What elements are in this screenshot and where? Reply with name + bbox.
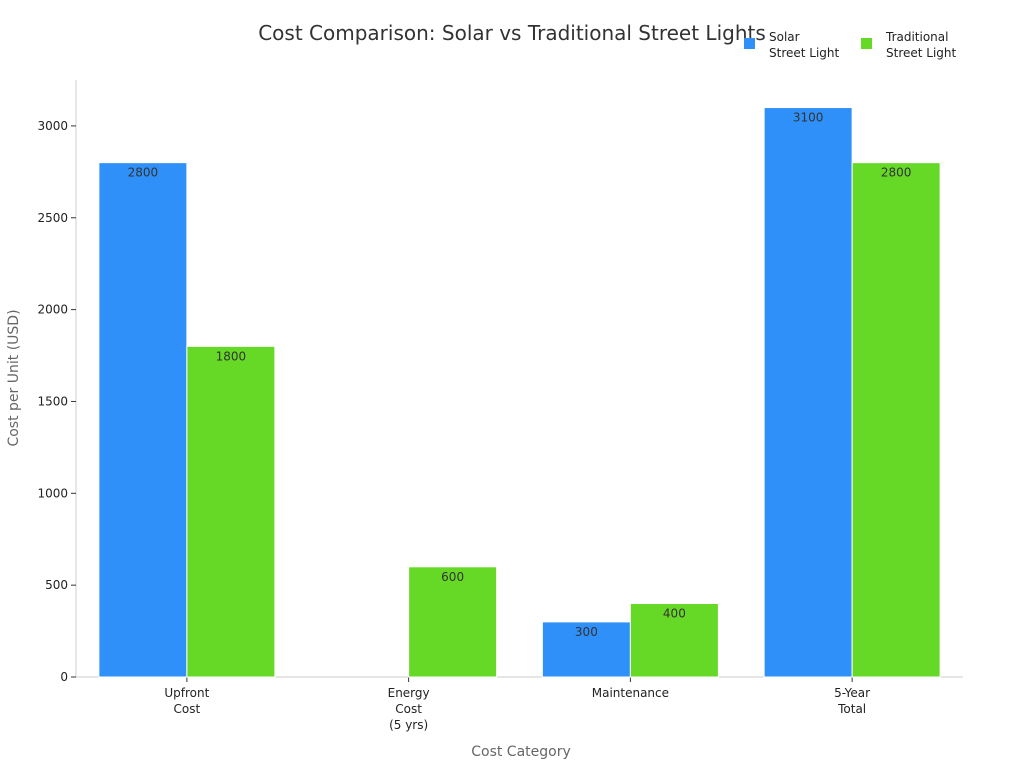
x-tick-label: Energy Cost (5 yrs) (388, 686, 430, 732)
legend: Solar Street Light Traditional Street Light (744, 30, 957, 60)
bar-solar (541, 621, 631, 678)
x-axis-title: Cost Category (471, 744, 571, 760)
y-tick-label: 2000 (37, 303, 68, 317)
x-tick-label: 5-Year Total (834, 686, 870, 716)
data-label: 300 (575, 625, 598, 639)
x-tick-label: Upfront Cost (164, 686, 209, 716)
y-tick-label: 3000 (37, 119, 68, 133)
data-label: 400 (663, 607, 686, 621)
bar-traditional (851, 162, 941, 678)
legend-swatch (861, 38, 872, 49)
chart-title: Cost Comparison: Solar vs Traditional St… (258, 21, 766, 45)
axes: 0 500 1000 1500 2000 2500 3000 Upfront Cost Energ… (37, 80, 963, 732)
data-label: 1800 (216, 349, 247, 363)
bar-traditional (186, 345, 276, 678)
bar-traditional (629, 603, 719, 678)
bar-solar (98, 162, 188, 678)
legend-label: Solar Street Light (769, 30, 840, 60)
data-label: 600 (441, 570, 464, 584)
data-label: 2800 (128, 166, 159, 180)
legend-label: Traditional Street Light (885, 30, 957, 60)
y-tick-label: 0 (60, 670, 68, 684)
y-tick-label: 2500 (37, 211, 68, 225)
y-tick-label: 1000 (37, 486, 68, 500)
data-label: 2800 (881, 166, 912, 180)
bars: 2800 1800 600 300 400 3100 2800 (98, 107, 941, 678)
y-axis-title: Cost per Unit (USD) (6, 309, 22, 446)
bar-solar (763, 107, 853, 678)
data-label: 3100 (793, 111, 824, 125)
y-tick-label: 1500 (37, 394, 68, 408)
legend-swatch (744, 38, 755, 49)
x-tick-label: Maintenance (592, 686, 669, 700)
y-tick-label: 500 (45, 578, 68, 592)
bar-traditional (408, 566, 498, 678)
